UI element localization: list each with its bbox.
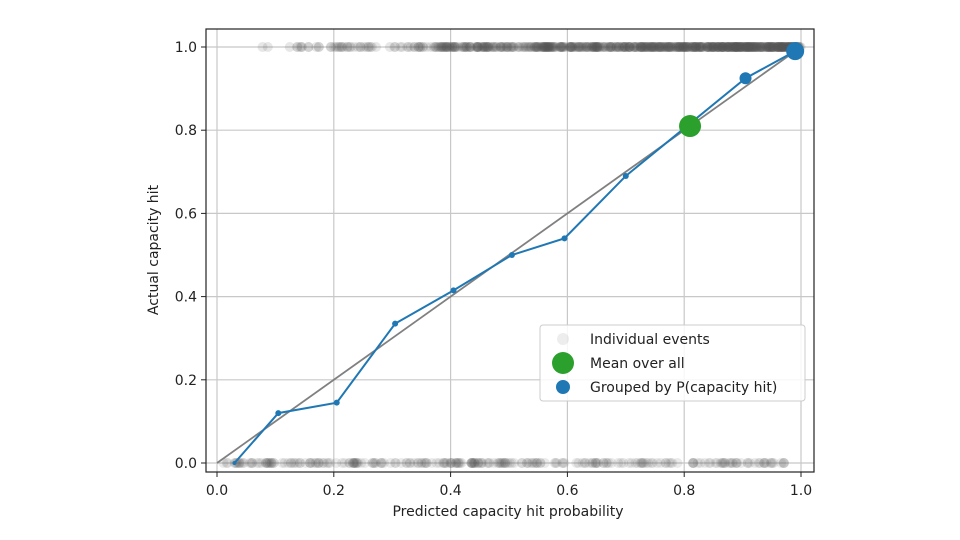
y-axis-label: Actual capacity hit <box>146 184 162 315</box>
plot-frame <box>205 28 815 473</box>
legend-label-individual-events: Individual events <box>590 332 710 348</box>
x-tick-label: 1.0 <box>790 483 812 499</box>
grouped-point <box>561 235 568 242</box>
grouped-point <box>622 172 629 179</box>
x-tick-label: 0.4 <box>439 483 461 499</box>
grouped-point <box>333 399 340 406</box>
legend-marker-individual-events <box>557 333 569 345</box>
grouped-point <box>275 410 282 417</box>
x-axis-ticks: 0.0 0.2 0.4 0.6 0.8 1.0 <box>206 472 812 499</box>
legend: Individual events Mean over all Grouped … <box>539 324 806 402</box>
grid-lines <box>206 29 814 472</box>
y-tick-label: 0.8 <box>175 123 197 139</box>
x-axis-label: Predicted capacity hit probability <box>392 504 623 520</box>
grouped-point <box>232 461 237 465</box>
grouped-point <box>450 287 457 294</box>
legend-marker-mean-over-all <box>552 352 574 374</box>
y-tick-label: 0.4 <box>175 290 197 306</box>
x-tick-label: 0.2 <box>323 483 345 499</box>
legend-label-grouped: Grouped by P(capacity hit) <box>590 380 777 396</box>
grouped-point <box>508 252 515 258</box>
y-tick-label: 0.2 <box>175 373 197 389</box>
mean-over-all-marker <box>679 115 702 138</box>
x-tick-label: 0.0 <box>206 483 228 499</box>
x-tick-label: 0.8 <box>673 483 695 499</box>
legend-marker-grouped <box>556 380 570 394</box>
y-axis-ticks: 0.0 0.2 0.4 0.6 0.8 1.0 <box>175 40 206 472</box>
legend-label-mean-over-all: Mean over all <box>590 356 685 372</box>
grouped-point <box>739 72 752 85</box>
grouped-point <box>786 42 805 61</box>
y-tick-label: 0.0 <box>175 456 197 472</box>
mean-point <box>679 115 702 138</box>
individual-events-scatter <box>218 42 806 468</box>
y-tick-label: 0.6 <box>175 206 197 222</box>
y-tick-label: 1.0 <box>175 40 197 56</box>
legend-box <box>539 324 806 402</box>
grouped-point <box>392 320 399 327</box>
x-tick-label: 0.6 <box>556 483 578 499</box>
